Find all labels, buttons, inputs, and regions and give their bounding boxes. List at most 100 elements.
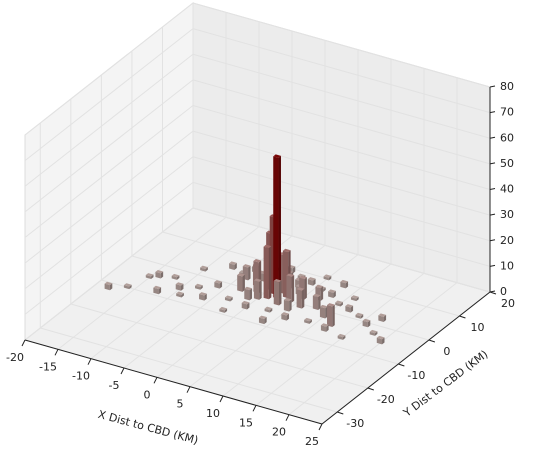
bar-top: [273, 154, 281, 158]
bar-top: [378, 313, 387, 317]
bar-side: [301, 288, 305, 309]
bar-side: [328, 275, 332, 281]
bar: [155, 269, 164, 279]
bar-top: [175, 282, 184, 286]
bar-front: [369, 331, 375, 336]
bar-front: [199, 294, 205, 301]
bar-front: [337, 335, 343, 340]
bar-top: [297, 273, 306, 278]
bar: [214, 280, 223, 289]
bar: [281, 312, 290, 321]
bar-side: [160, 271, 164, 279]
bar-top: [219, 306, 228, 311]
x-tick-label: 5: [177, 398, 184, 411]
bar-front: [229, 263, 235, 270]
bar-side: [313, 278, 316, 286]
bar-front: [104, 283, 110, 291]
bar-side: [151, 274, 154, 280]
bar: [296, 287, 305, 309]
grid-line: [192, 79, 491, 165]
bar-side: [247, 302, 250, 310]
bar-front: [355, 314, 361, 319]
bar: [335, 300, 343, 307]
z-tick-label: 10: [500, 259, 514, 272]
x-tick-label: 0: [144, 388, 151, 401]
x-tick-label: -15: [39, 360, 57, 373]
bar-top: [195, 283, 203, 288]
bar: [273, 278, 282, 306]
x-tick-label: 20: [272, 426, 286, 439]
grid: [24, 2, 491, 425]
bar-top: [229, 261, 237, 265]
bar-top: [176, 291, 184, 295]
grid-line: [192, 2, 491, 88]
bar: [195, 283, 203, 290]
x-tick: [153, 377, 158, 384]
bar-top: [153, 285, 162, 290]
bar-front: [296, 289, 302, 309]
x-tick-label: -20: [6, 351, 24, 364]
bar: [376, 335, 385, 345]
bar-front: [340, 281, 346, 289]
grid-line: [192, 130, 491, 216]
bar: [319, 304, 328, 319]
bar-side: [326, 324, 329, 332]
grid-line: [192, 53, 491, 139]
bar-top: [104, 281, 113, 286]
grid-line: [24, 207, 194, 341]
bar-top: [369, 329, 378, 334]
bar: [263, 244, 272, 300]
bar: [253, 278, 262, 300]
bar-top: [327, 303, 335, 307]
bar-front: [283, 299, 290, 312]
y-tick-label: 10: [470, 321, 484, 334]
bar-side: [345, 281, 349, 289]
bar: [355, 312, 364, 319]
bar-top: [264, 306, 273, 311]
bar: [362, 318, 371, 328]
bar: [264, 306, 273, 313]
bar-side: [242, 274, 245, 292]
bar-top: [273, 278, 282, 283]
grid-line: [24, 105, 194, 238]
bar-top: [281, 312, 290, 316]
bar-front: [123, 285, 130, 290]
bar: [378, 313, 387, 322]
x-tick: [120, 367, 125, 375]
bar-front: [264, 308, 270, 313]
bar-top: [376, 335, 385, 340]
bar-top: [171, 273, 180, 278]
x-tick-label: 10: [206, 407, 220, 420]
bar-front: [286, 275, 292, 303]
bar-side: [292, 266, 296, 274]
bar-front: [273, 280, 280, 306]
bar-side: [279, 280, 282, 306]
bar: [304, 317, 312, 324]
grid-line: [101, 279, 399, 365]
bar-side: [248, 265, 251, 281]
bar: [273, 154, 281, 299]
bar-front: [171, 275, 177, 280]
y-tick-label: 20: [501, 297, 515, 310]
bar: [340, 279, 349, 289]
bar-side: [333, 290, 336, 298]
bar: [171, 273, 180, 280]
x-tick-label: 25: [305, 435, 319, 448]
z-tick-label: 40: [500, 183, 514, 196]
z-tick-label: 20: [500, 234, 514, 247]
bar-top: [155, 269, 164, 274]
bar-top: [320, 323, 329, 327]
bar-top: [296, 287, 305, 291]
bar-front: [219, 308, 225, 313]
bar-front: [320, 325, 327, 332]
bar-top: [244, 286, 253, 291]
grid-line: [24, 79, 194, 213]
grid-line: [24, 156, 194, 290]
bar-top: [335, 300, 343, 304]
bar-front: [319, 306, 326, 319]
bar: [219, 306, 228, 313]
bar-side: [224, 308, 228, 313]
x-tick-label: -5: [109, 379, 120, 392]
grid-line: [24, 2, 194, 136]
